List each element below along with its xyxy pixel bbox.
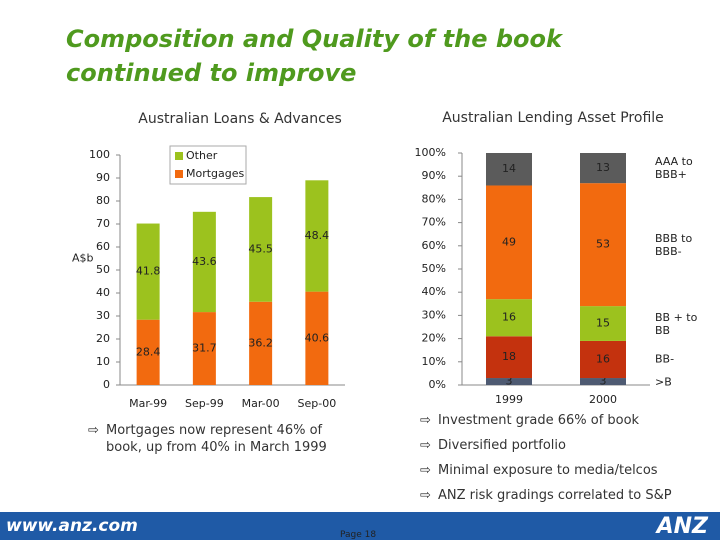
bar-segment — [580, 340, 626, 379]
bullet: Mortgages now represent 46% of book, up … — [86, 422, 351, 456]
bar-segment — [305, 180, 329, 292]
value-label: 16 — [596, 352, 610, 365]
y-tick-label: 100% — [415, 146, 446, 159]
legend-swatch — [175, 152, 183, 160]
bar-segment — [136, 223, 160, 320]
value-label: 53 — [596, 238, 610, 251]
bar-segment — [580, 378, 626, 385]
x-tick-label: Mar-00 — [242, 397, 280, 410]
value-label: 43.6 — [192, 255, 217, 268]
bar-segment — [580, 306, 626, 341]
bar-segment — [486, 378, 532, 385]
legend-swatch — [175, 170, 183, 178]
bullet: Minimal exposure to media/telcos — [418, 462, 718, 479]
series-label: AAA to BBB+ — [655, 155, 693, 182]
bar-segment — [136, 319, 160, 385]
series-label: BBB to BBB- — [655, 231, 693, 258]
y-tick-label: 50% — [422, 262, 446, 275]
bullet: ANZ risk gradings correlated to S&P — [418, 487, 718, 504]
left-bullets: Mortgages now represent 46% of book, up … — [86, 422, 351, 464]
bar-segment — [580, 153, 626, 184]
series-label: BB + to BB — [655, 310, 698, 337]
y-tick-label: 20 — [96, 332, 110, 345]
y-tick-label: 70 — [96, 217, 110, 230]
value-label: 41.8 — [136, 265, 161, 278]
y-tick-label: 70% — [422, 216, 446, 229]
bar-segment — [249, 301, 273, 385]
x-tick-label: Sep-99 — [185, 397, 224, 410]
x-tick-label: 1999 — [495, 393, 523, 406]
legend-label: Other — [186, 149, 218, 162]
bar-segment — [580, 183, 626, 307]
value-label: 48.4 — [305, 229, 330, 242]
value-label: 3 — [506, 375, 513, 388]
bar-segment — [486, 153, 532, 186]
value-label: 36.2 — [248, 336, 273, 349]
bar-segment — [486, 336, 532, 379]
y-tick-label: 0% — [429, 378, 446, 391]
x-tick-label: Mar-99 — [129, 397, 167, 410]
bar-segment — [305, 291, 329, 385]
bar-segment — [192, 312, 216, 385]
y-tick-label: 30 — [96, 309, 110, 322]
chart-title: Australian Lending Asset Profile — [442, 110, 664, 126]
legend-label: Mortgages — [186, 167, 245, 180]
bar-segment — [486, 299, 532, 337]
chart-title: Australian Loans & Advances — [138, 111, 342, 127]
y-tick-label: 60% — [422, 239, 446, 252]
y-tick-label: 20% — [422, 332, 446, 345]
y-tick-label: 40% — [422, 285, 446, 298]
series-label: >B — [655, 375, 672, 389]
y-tick-label: 60 — [96, 240, 110, 253]
right-bullets: Investment grade 66% of book Diversified … — [418, 412, 718, 512]
y-tick-label: 30% — [422, 308, 446, 321]
bullet: Diversified portfolio — [418, 437, 718, 454]
series-label: BB- — [655, 352, 675, 366]
slide-title: Composition and Quality of the book cont… — [66, 25, 562, 87]
y-tick-label: 10 — [96, 355, 110, 368]
y-tick-label: 0 — [103, 378, 110, 391]
y-tick-label: 40 — [96, 286, 110, 299]
value-label: 16 — [502, 311, 516, 324]
bar-segment — [192, 211, 216, 313]
value-label: 13 — [596, 161, 610, 174]
x-tick-label: Sep-00 — [298, 397, 337, 410]
y-tick-label: 50 — [96, 263, 110, 276]
y-tick-label: 90% — [422, 169, 446, 182]
value-label: 28.4 — [136, 345, 161, 358]
value-label: 31.7 — [192, 342, 217, 355]
x-tick-label: 2000 — [589, 393, 617, 406]
footer: www.anz.com ANZ — [0, 512, 720, 540]
value-label: 3 — [600, 375, 607, 388]
bullet: Investment grade 66% of book — [418, 412, 718, 429]
bar-segment — [249, 197, 273, 302]
y-tick-label: 10% — [422, 355, 446, 368]
y-tick-label: 80% — [422, 192, 446, 205]
footer-url: www.anz.com — [6, 516, 138, 536]
value-label: 45.5 — [248, 242, 273, 255]
value-label: 40.6 — [305, 331, 330, 344]
page-number: Page 18 — [340, 530, 377, 540]
value-label: 18 — [502, 350, 516, 363]
logo: ANZ — [656, 514, 708, 539]
y-tick-label: 90 — [96, 171, 110, 184]
y-axis-label: A$b — [72, 252, 94, 265]
value-label: 15 — [596, 317, 610, 330]
y-tick-label: 100 — [89, 148, 110, 161]
y-tick-label: 80 — [96, 194, 110, 207]
bar-segment — [486, 185, 532, 300]
value-label: 14 — [502, 162, 516, 175]
value-label: 49 — [502, 235, 516, 248]
